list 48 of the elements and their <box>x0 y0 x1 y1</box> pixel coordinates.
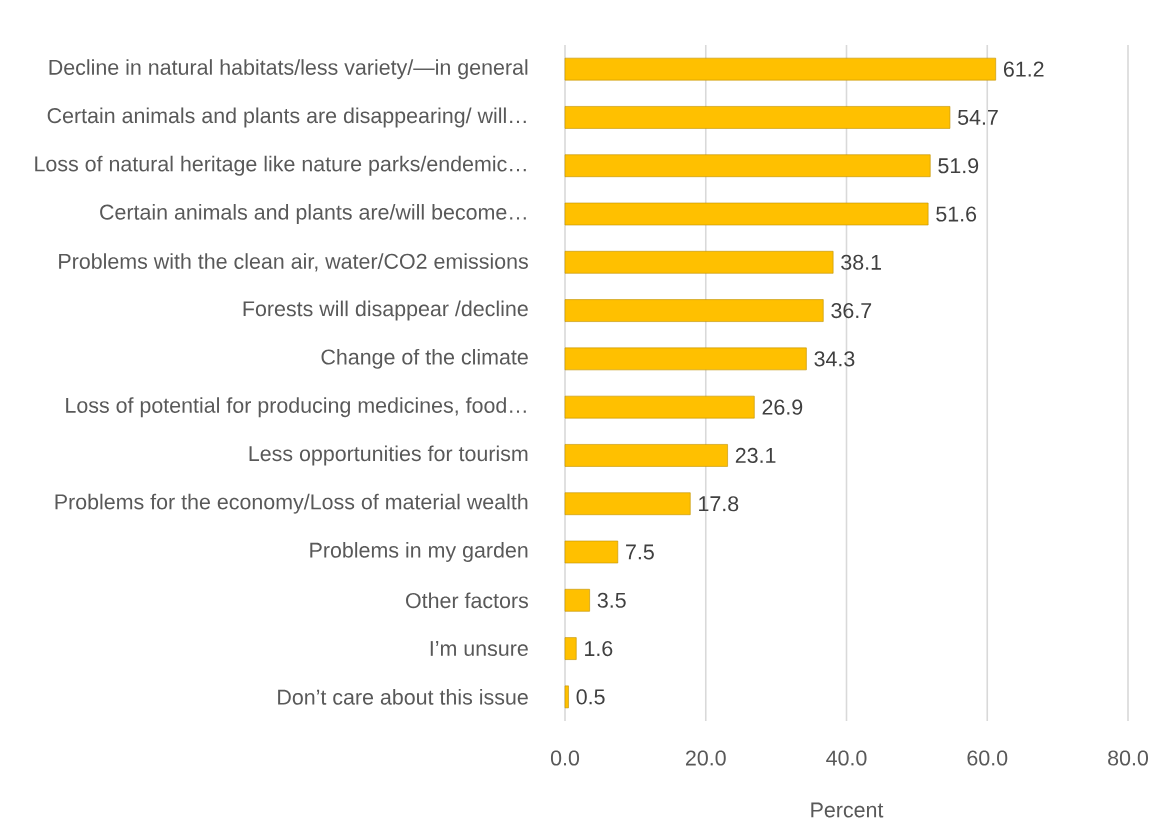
x-tick-label: 80.0 <box>1108 750 1149 766</box>
bar <box>564 637 577 660</box>
data-label: 54.7 <box>958 109 998 125</box>
x-tick-label: 20.0 <box>685 750 726 766</box>
data-label: 23.1 <box>735 447 776 464</box>
y-tick-label: Change of the climate <box>321 348 528 369</box>
bar <box>564 492 691 516</box>
data-label: 51.6 <box>936 206 977 222</box>
y-tick-label: Less opportunities for tourism <box>249 445 528 466</box>
data-label: 0.5 <box>576 689 605 705</box>
bar <box>564 250 834 274</box>
x-tick-label: 40.0 <box>826 750 867 766</box>
y-tick-label: Problems in my garden <box>310 542 528 562</box>
bar <box>564 395 755 419</box>
data-label: 1.6 <box>585 641 613 657</box>
bar <box>564 106 951 129</box>
bar <box>564 540 619 564</box>
y-tick-label: Other factors <box>406 592 529 609</box>
bar <box>564 57 996 81</box>
bar <box>564 299 824 322</box>
data-label: 26.9 <box>762 399 803 415</box>
y-tick-label: Certain animals and plants are/will become… <box>100 204 526 224</box>
y-tick-label: Loss of potential for producing medicines, food… <box>66 397 526 418</box>
x-tick-label: 0.0 <box>550 750 580 766</box>
data-label: 17.8 <box>699 496 739 512</box>
data-label: 3.5 <box>597 592 626 608</box>
y-tick-label: Certain animals and plants are disappearing/ will… <box>47 107 526 128</box>
data-label: 34.3 <box>814 351 855 367</box>
data-label: 38.1 <box>841 254 881 270</box>
bar <box>564 588 590 612</box>
bar <box>564 202 929 226</box>
data-label: 61.2 <box>1003 61 1044 77</box>
bar <box>564 154 931 178</box>
bar <box>564 347 807 371</box>
bar <box>564 685 569 709</box>
x-tick-label: 60.0 <box>967 750 1008 766</box>
y-tick-label: Loss of natural heritage like nature parks/endemic… <box>35 155 526 176</box>
bar <box>564 444 728 467</box>
y-tick-label: Problems with the clean air, water/CO2 emissions <box>59 253 528 272</box>
data-label: 7.5 <box>626 544 654 560</box>
x-axis-title: Percent <box>811 802 884 818</box>
y-tick-label: I’m unsure <box>430 641 528 657</box>
data-label: 36.7 <box>831 303 872 319</box>
y-tick-label: Decline in natural habitats/less variety/—in general <box>49 59 528 80</box>
y-tick-label: Don’t care about this issue <box>278 689 528 705</box>
data-label: 51.9 <box>938 158 979 174</box>
y-tick-label: Problems for the economy/Loss of material wealth <box>55 493 528 514</box>
y-tick-label: Forests will disappear /decline <box>243 300 528 321</box>
